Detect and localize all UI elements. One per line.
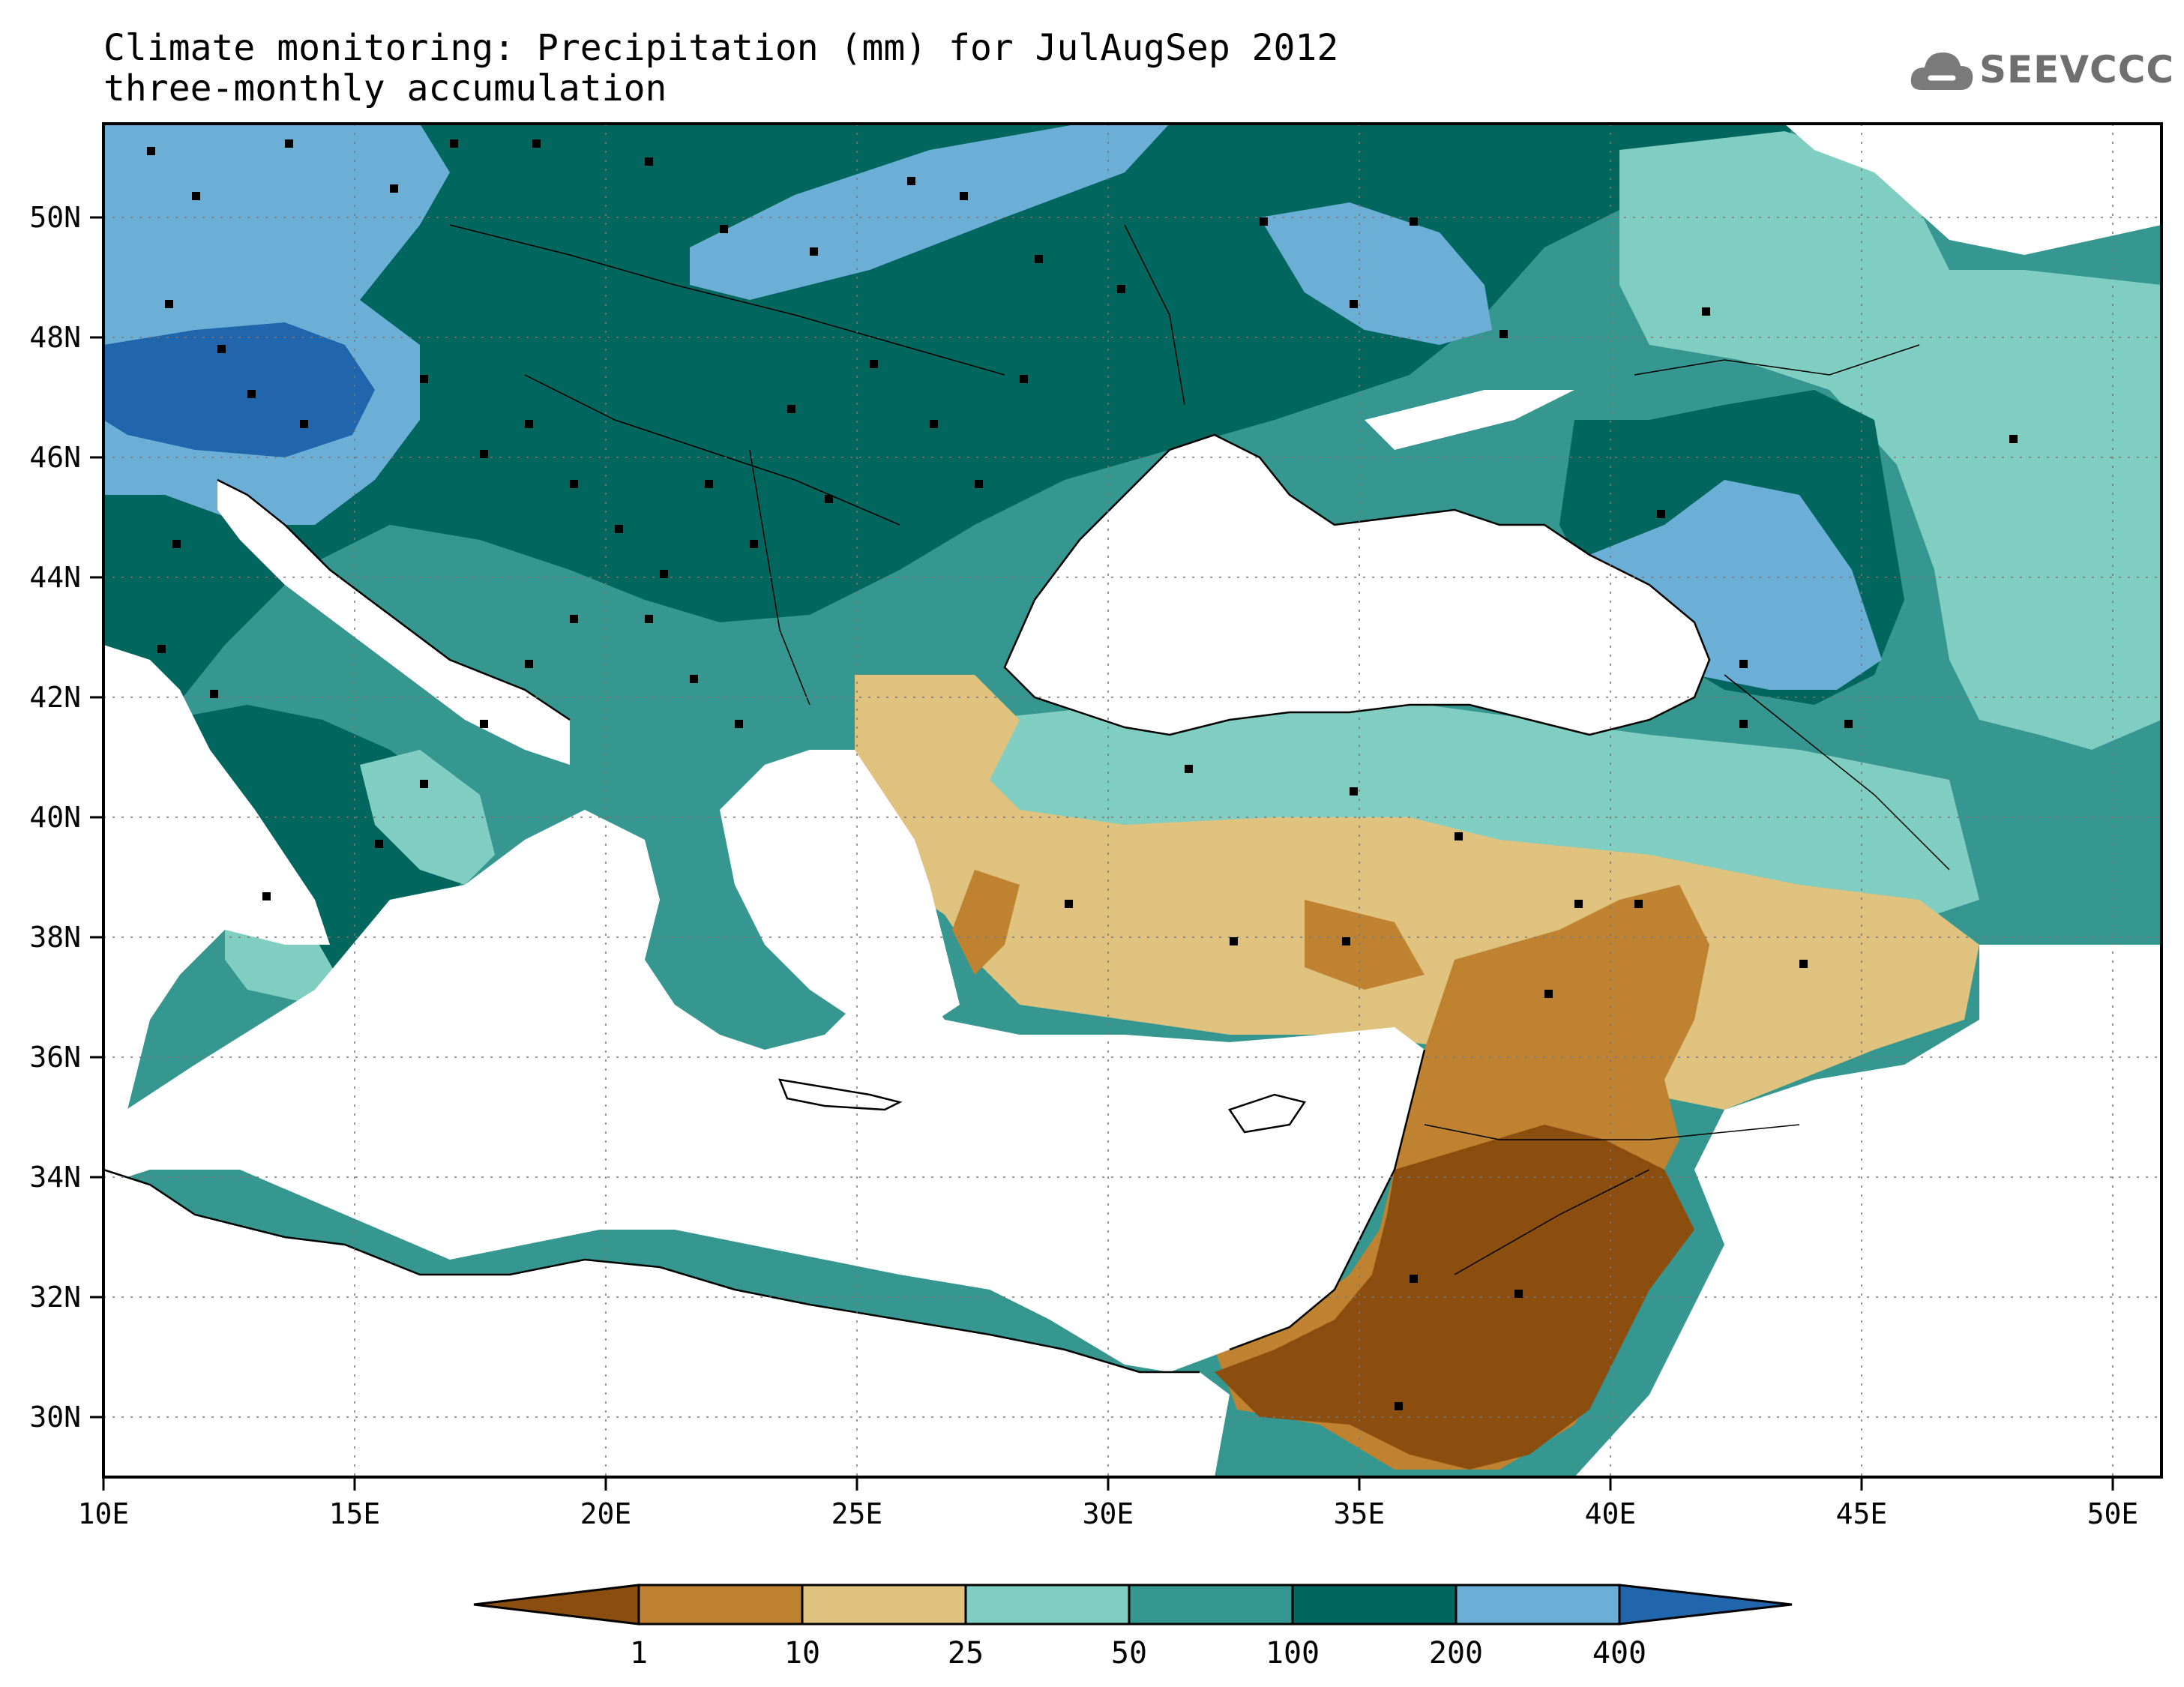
seevccc-logo: SEEVCCC bbox=[1908, 43, 2174, 111]
x-tick-label: 40E bbox=[1585, 1497, 1637, 1530]
y-tick-label: 34N bbox=[29, 1161, 81, 1194]
y-tick-label: 48N bbox=[29, 321, 81, 354]
y-tick-label: 38N bbox=[29, 921, 81, 954]
y-tick-label: 42N bbox=[29, 681, 81, 714]
y-tick-label: 30N bbox=[29, 1401, 81, 1434]
y-axis-labels: 30N 32N 34N 36N 38N 40N 42N 44N 46N 48N … bbox=[29, 201, 81, 1434]
colorbar-segment-50-100 bbox=[1128, 1584, 1294, 1626]
coastlines bbox=[103, 433, 1711, 1374]
station-markers bbox=[147, 139, 2018, 1410]
x-tick-label: 10E bbox=[78, 1497, 130, 1530]
country-borders bbox=[449, 224, 1950, 1275]
colorbar-segment-25-50 bbox=[964, 1584, 1131, 1626]
colorbar-segment-200-400 bbox=[1455, 1584, 1621, 1626]
colorbar-segment-lt1 bbox=[473, 1584, 640, 1626]
sea-mask bbox=[103, 124, 2162, 1477]
y-tick-label: 46N bbox=[29, 441, 81, 474]
colorbar-label: 50 bbox=[1111, 1636, 1147, 1671]
colorbar-labels: 1 10 25 50 100 200 400 bbox=[630, 1636, 1646, 1671]
x-tick-label: 35E bbox=[1334, 1497, 1386, 1530]
x-tick-label: 15E bbox=[329, 1497, 381, 1530]
x-tick-label: 50E bbox=[2087, 1497, 2139, 1530]
y-tick-label: 40N bbox=[29, 801, 81, 834]
map-title: Climate monitoring: Precipitation (mm) f… bbox=[103, 27, 1339, 69]
y-tick-label: 32N bbox=[29, 1281, 81, 1314]
x-tick-label: 30E bbox=[1083, 1497, 1134, 1530]
colorbar-label: 200 bbox=[1429, 1636, 1483, 1671]
logo-text: SEEVCCC bbox=[1979, 48, 2175, 91]
y-tick-label: 50N bbox=[29, 201, 81, 234]
x-axis-labels: 10E 15E 20E 25E 30E 35E 40E 45E 50E bbox=[78, 1497, 2139, 1530]
colorbar-label: 25 bbox=[948, 1636, 984, 1671]
cloud-icon bbox=[1910, 52, 1973, 90]
x-tick-label: 45E bbox=[1836, 1497, 1888, 1530]
colorbar-segment-10-25 bbox=[801, 1584, 967, 1626]
colorbar-segment-gt400 bbox=[1618, 1584, 1793, 1626]
colorbar bbox=[473, 1584, 1793, 1626]
colorbar-label: 100 bbox=[1266, 1636, 1320, 1671]
colorbar-label: 10 bbox=[784, 1636, 820, 1671]
x-tick-label: 20E bbox=[580, 1497, 632, 1530]
x-tick-label: 25E bbox=[831, 1497, 883, 1530]
plot-frame bbox=[102, 122, 2163, 1479]
colorbar-label: 1 bbox=[630, 1636, 648, 1671]
graticule bbox=[103, 124, 2162, 1477]
map-subtitle: three-monthly accumulation bbox=[103, 67, 667, 109]
y-tick-label: 36N bbox=[29, 1041, 81, 1074]
y-tick-label: 44N bbox=[29, 561, 81, 594]
axis-ticks bbox=[90, 216, 2114, 1491]
colorbar-segment-100-200 bbox=[1291, 1584, 1457, 1626]
colorbar-label: 400 bbox=[1592, 1636, 1646, 1671]
colorbar-segment-1-10 bbox=[637, 1584, 804, 1626]
